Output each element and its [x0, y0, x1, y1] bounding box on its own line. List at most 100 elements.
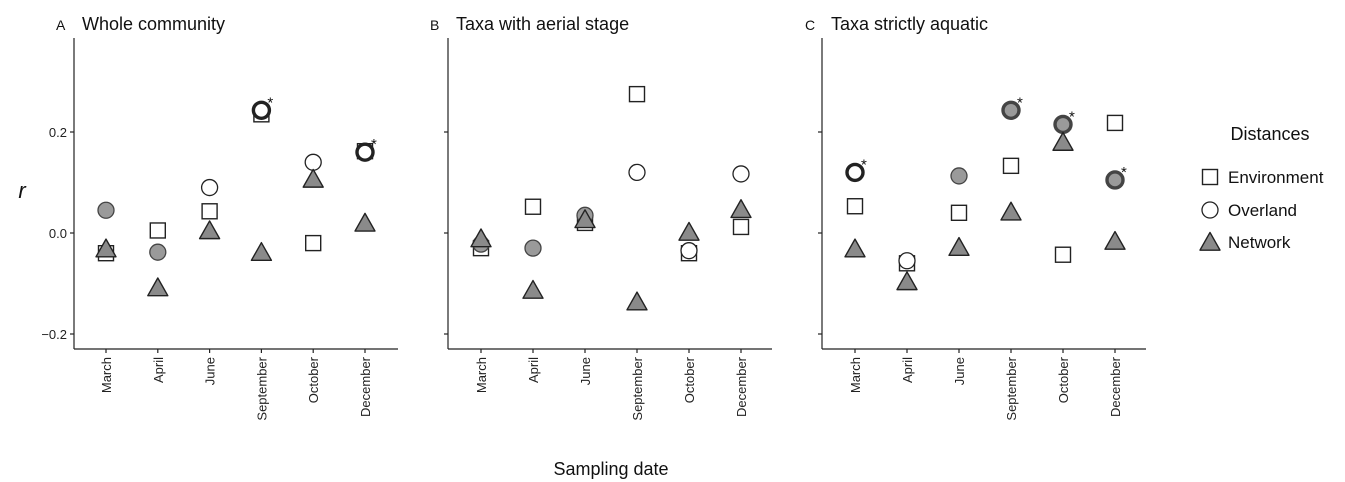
network-point [250, 241, 273, 262]
overland-point [898, 252, 916, 270]
legend-circle-icon [1201, 201, 1219, 219]
y-tick-label: 0.2 [49, 125, 67, 140]
x-tick-label: June [203, 357, 218, 385]
overland-point [355, 142, 375, 162]
significance-marker: * [267, 94, 273, 111]
series-network [95, 168, 376, 297]
x-tick-label: June [952, 357, 967, 385]
environment-point [732, 218, 750, 236]
overland-point [680, 242, 698, 260]
overland-point [524, 239, 542, 257]
environment-point [846, 198, 864, 215]
overland-point [251, 100, 272, 120]
network-point [626, 291, 648, 311]
network-point [844, 238, 866, 258]
environment-point [1002, 157, 1020, 175]
network-point [95, 238, 117, 258]
series-environment [97, 106, 374, 262]
legend: Distances Environment Overland Network [1199, 124, 1324, 252]
x-tick-label: September [630, 356, 645, 420]
panel-letter: C [805, 17, 815, 33]
x-tick-label: April [151, 357, 166, 383]
network-point [730, 199, 752, 219]
x-tick-label: September [254, 356, 269, 420]
series-environment [846, 114, 1124, 272]
network-point [302, 168, 324, 188]
network-point [1052, 131, 1074, 151]
x-tick-label: December [734, 356, 749, 417]
panel-a: A Whole community −0.2 0.0 0.2 March April June… [41, 14, 398, 421]
legend-item-overland: Overland [1201, 201, 1297, 220]
panel-letter: A [56, 17, 66, 33]
x-tick-label: April [526, 357, 541, 383]
x-tick-label: March [848, 357, 863, 393]
overland-point [97, 201, 115, 219]
network-point [147, 277, 169, 297]
series-overland: ** [97, 94, 377, 261]
x-tick-label: October [1056, 356, 1071, 403]
network-point [354, 212, 376, 232]
panel-letter: B [430, 17, 439, 33]
y-tick-label: −0.2 [41, 327, 67, 342]
y-tick-label: 0.0 [49, 226, 67, 241]
overland-point [845, 162, 865, 183]
network-point [948, 236, 970, 256]
overland-point [628, 163, 646, 182]
significance-marker: * [1121, 164, 1127, 181]
network-point [574, 209, 596, 229]
overland-point [200, 178, 219, 197]
legend-title: Distances [1230, 124, 1309, 144]
environment-point [524, 198, 542, 215]
x-tick-label: December [1108, 356, 1123, 417]
significance-marker: * [1017, 94, 1023, 111]
series-network [844, 131, 1126, 291]
overland-point [950, 167, 968, 185]
series-environment [472, 85, 750, 262]
series-network [470, 199, 752, 311]
significance-marker: * [861, 156, 867, 173]
series-overland [472, 163, 750, 260]
network-point [522, 279, 544, 299]
environment-point [1106, 114, 1124, 132]
environment-point [305, 234, 322, 252]
environment-point [628, 85, 646, 103]
environment-point [1054, 246, 1072, 263]
legend-triangle-icon [1199, 231, 1221, 251]
overland-point [1001, 100, 1021, 120]
overland-point [732, 165, 750, 183]
x-tick-label: October [682, 356, 697, 403]
panel-b: B Taxa with aerial stage March April June Sep… [430, 14, 772, 421]
environment-point [950, 204, 968, 222]
panels: A Whole community −0.2 0.0 0.2 March April June… [41, 14, 1146, 421]
network-point [470, 228, 492, 248]
network-point [1104, 230, 1126, 250]
environment-point [149, 222, 167, 239]
legend-square-icon [1201, 168, 1219, 186]
series-overland: * * * * [845, 94, 1127, 270]
network-point [198, 220, 221, 240]
x-tick-label: September [1004, 356, 1019, 420]
legend-item-network: Network [1199, 231, 1291, 252]
legend-label: Overland [1228, 201, 1297, 220]
significance-marker: * [1069, 108, 1075, 125]
x-tick-label: December [358, 356, 373, 417]
x-tick-label: October [306, 356, 321, 403]
panel-title: Taxa with aerial stage [456, 14, 629, 34]
panel-c: C Taxa strictly aquatic March April June Sept… [805, 14, 1146, 421]
overland-point [149, 243, 167, 261]
overland-point [304, 153, 322, 171]
environment-point [201, 203, 218, 220]
legend-label: Network [1228, 233, 1291, 252]
legend-item-environment: Environment [1201, 168, 1324, 187]
x-tick-label: April [900, 357, 915, 383]
significance-marker: * [371, 136, 377, 153]
overland-point [1105, 170, 1125, 190]
legend-label: Environment [1228, 168, 1324, 187]
panel-title: Taxa strictly aquatic [831, 14, 988, 34]
panel-title: Whole community [82, 14, 225, 34]
network-point [678, 221, 700, 241]
x-axis-title: Sampling date [553, 459, 668, 479]
network-point [1000, 201, 1022, 221]
x-tick-label: March [474, 357, 489, 393]
